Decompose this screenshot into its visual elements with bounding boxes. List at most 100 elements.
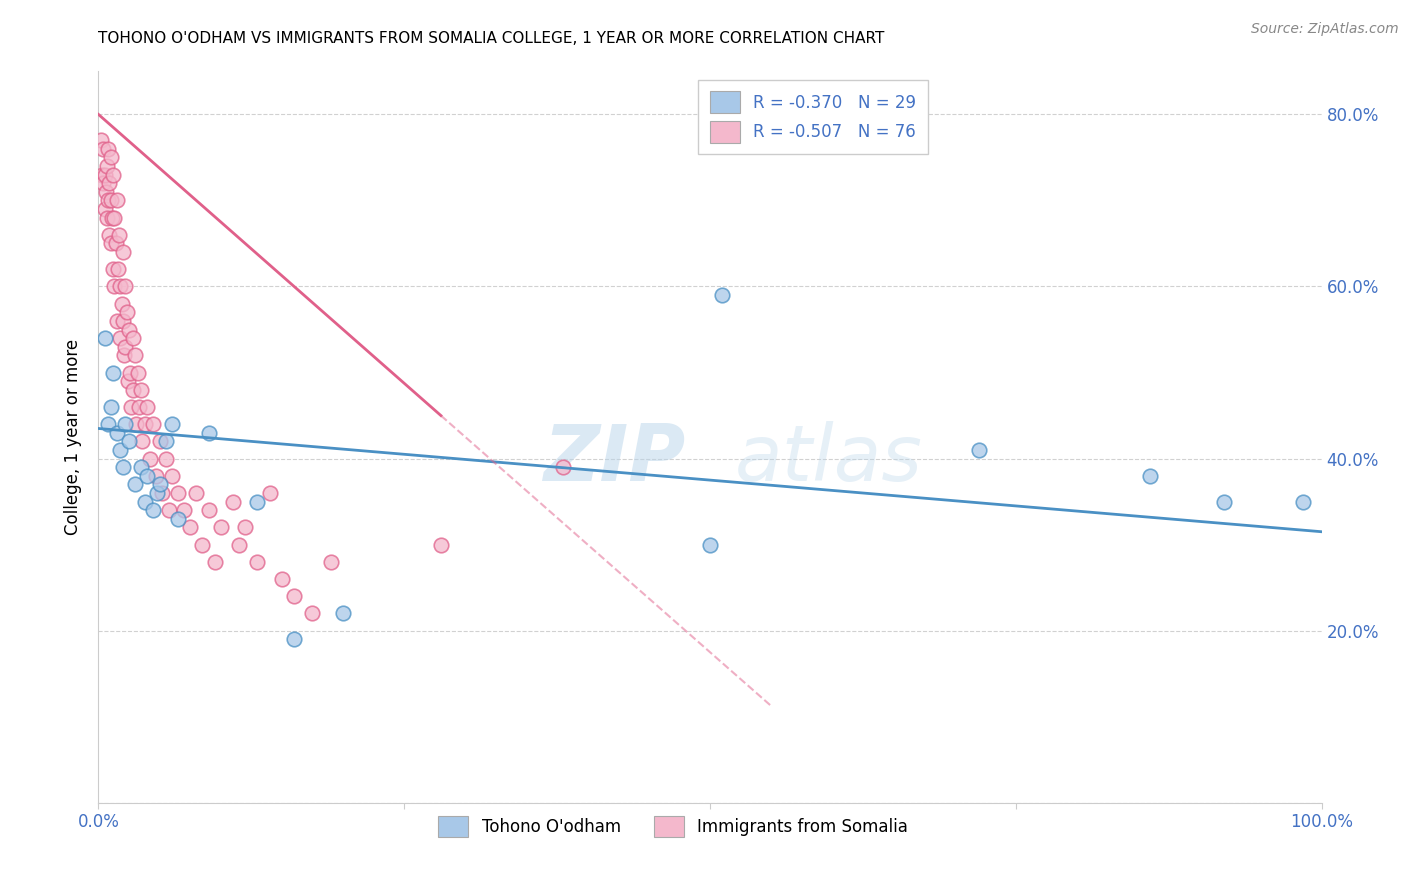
Point bbox=[90, 133, 112, 147]
Point bbox=[186, 486, 208, 500]
Point bbox=[319, 555, 342, 569]
Point bbox=[967, 442, 990, 457]
Point bbox=[146, 486, 169, 500]
Point bbox=[111, 296, 134, 310]
Point bbox=[118, 434, 141, 449]
Point bbox=[91, 168, 114, 182]
Point bbox=[129, 383, 152, 397]
Text: ZIP: ZIP bbox=[543, 421, 686, 497]
Point bbox=[246, 555, 269, 569]
Point bbox=[160, 417, 183, 432]
Point bbox=[283, 632, 305, 647]
Point bbox=[173, 503, 195, 517]
Point bbox=[98, 176, 121, 190]
Point bbox=[91, 176, 114, 190]
Point bbox=[150, 486, 173, 500]
Point bbox=[233, 520, 256, 534]
Point bbox=[430, 538, 453, 552]
Point bbox=[191, 538, 214, 552]
Point bbox=[105, 425, 128, 440]
Point bbox=[155, 451, 177, 466]
Point bbox=[110, 442, 132, 457]
Point bbox=[120, 366, 142, 380]
Point bbox=[101, 211, 124, 225]
Point bbox=[131, 434, 153, 449]
Point bbox=[301, 607, 323, 621]
Point bbox=[699, 538, 721, 552]
Point bbox=[125, 417, 148, 432]
Point bbox=[283, 589, 305, 603]
Point bbox=[110, 331, 132, 345]
Point bbox=[110, 279, 132, 293]
Point bbox=[114, 279, 136, 293]
Text: TOHONO O'ODHAM VS IMMIGRANTS FROM SOMALIA COLLEGE, 1 YEAR OR MORE CORRELATION CH: TOHONO O'ODHAM VS IMMIGRANTS FROM SOMALI… bbox=[98, 31, 884, 46]
Point bbox=[167, 512, 190, 526]
Point bbox=[103, 211, 125, 225]
Point bbox=[112, 348, 135, 362]
Point bbox=[136, 400, 159, 414]
Point bbox=[93, 331, 115, 345]
Point bbox=[139, 451, 162, 466]
Point bbox=[1212, 494, 1234, 508]
Point bbox=[100, 150, 122, 164]
Point bbox=[108, 227, 131, 242]
Point bbox=[118, 322, 141, 336]
Point bbox=[1139, 468, 1161, 483]
Point bbox=[222, 494, 245, 508]
Point bbox=[96, 159, 118, 173]
Point bbox=[149, 434, 172, 449]
Point bbox=[127, 366, 149, 380]
Point bbox=[115, 305, 138, 319]
Point bbox=[711, 288, 734, 302]
Point bbox=[197, 503, 219, 517]
Point bbox=[553, 460, 575, 475]
Text: atlas: atlas bbox=[734, 421, 922, 497]
Point bbox=[93, 168, 115, 182]
Point bbox=[100, 400, 122, 414]
Point bbox=[117, 374, 139, 388]
Point bbox=[100, 236, 122, 251]
Point bbox=[155, 434, 177, 449]
Point bbox=[197, 425, 219, 440]
Point bbox=[157, 503, 180, 517]
Point bbox=[103, 279, 125, 293]
Point bbox=[97, 417, 120, 432]
Point bbox=[111, 245, 134, 260]
Point bbox=[259, 486, 281, 500]
Point bbox=[96, 211, 118, 225]
Point bbox=[136, 468, 159, 483]
Point bbox=[124, 477, 146, 491]
Point bbox=[104, 236, 127, 251]
Point bbox=[142, 503, 165, 517]
Point bbox=[114, 417, 136, 432]
Point bbox=[94, 185, 117, 199]
Point bbox=[246, 494, 269, 508]
Point bbox=[1292, 494, 1315, 508]
Point bbox=[101, 262, 124, 277]
Point bbox=[142, 417, 165, 432]
Point bbox=[128, 400, 150, 414]
Point bbox=[91, 142, 114, 156]
Point bbox=[270, 572, 294, 586]
Point bbox=[149, 477, 172, 491]
Point bbox=[105, 194, 128, 208]
Point bbox=[101, 366, 124, 380]
Point bbox=[121, 331, 143, 345]
Y-axis label: College, 1 year or more: College, 1 year or more bbox=[65, 339, 83, 535]
Point bbox=[97, 142, 120, 156]
Text: Source: ZipAtlas.com: Source: ZipAtlas.com bbox=[1251, 22, 1399, 37]
Point bbox=[120, 400, 142, 414]
Point bbox=[167, 486, 190, 500]
Point bbox=[160, 468, 183, 483]
Point bbox=[134, 417, 156, 432]
Point bbox=[179, 520, 201, 534]
Point bbox=[121, 383, 143, 397]
Point bbox=[97, 194, 120, 208]
Point bbox=[98, 227, 121, 242]
Point bbox=[204, 555, 226, 569]
Point bbox=[129, 460, 152, 475]
Point bbox=[101, 168, 124, 182]
Point bbox=[332, 607, 354, 621]
Point bbox=[100, 194, 122, 208]
Point bbox=[134, 494, 156, 508]
